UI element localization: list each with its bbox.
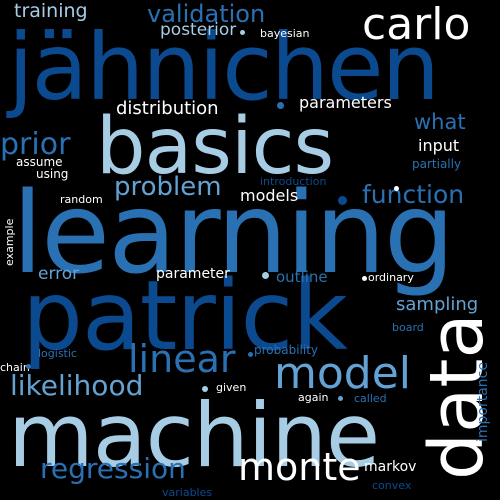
word-regression: regression <box>40 452 186 485</box>
dot-decoration <box>362 276 367 281</box>
dot-decoration <box>248 352 253 357</box>
word-patrick: patrick <box>22 260 348 372</box>
word-convex: convex <box>372 479 412 492</box>
word-monte: monte <box>238 445 361 489</box>
word-parameters: parameters <box>299 93 392 112</box>
dot-decoration <box>26 364 31 369</box>
word-outline: outline <box>276 268 328 286</box>
word-bayesian: bayesian <box>260 27 310 40</box>
word-function: function <box>362 180 465 209</box>
word-assume: assume <box>16 155 63 169</box>
word-chain: chain <box>0 361 30 374</box>
word-model: model <box>274 348 412 399</box>
word-learning: learning <box>12 169 455 299</box>
word-linear: linear <box>128 337 236 381</box>
word-variables: variables <box>162 486 213 499</box>
word-called: called <box>354 392 387 405</box>
word-given: given <box>216 381 247 394</box>
word-parameter: parameter <box>156 266 230 282</box>
word-prior: prior <box>0 127 71 162</box>
word-posterior: posterior <box>160 20 237 40</box>
word-board: board <box>392 321 424 334</box>
word-training: training <box>14 0 88 22</box>
word-models: models <box>240 186 299 205</box>
word-likelihood: likelihood <box>10 369 144 402</box>
dot-decoration <box>338 396 343 401</box>
word-ordinary: ordinary <box>368 271 414 284</box>
word-using: using <box>36 167 69 181</box>
word-importance: importance <box>475 362 491 442</box>
dot-decoration <box>277 102 284 109</box>
dot-decoration <box>262 272 269 279</box>
word-sampling: sampling <box>396 294 479 315</box>
word-carlo: carlo <box>362 0 471 50</box>
word-what: what <box>414 110 466 134</box>
word-logistic: logistic <box>38 347 77 360</box>
word-machine: machine <box>8 384 380 487</box>
word-distribution: distribution <box>116 98 219 119</box>
word-problem: problem <box>114 172 222 202</box>
word-input: input <box>418 136 460 155</box>
dot-decoration <box>240 30 245 35</box>
word-again: again <box>298 391 329 404</box>
word-basics: basics <box>96 102 334 192</box>
word-partially: partially <box>412 157 462 171</box>
word-markov: markov <box>364 459 417 475</box>
word-probability: probability <box>254 343 319 357</box>
word-validation: validation <box>147 0 266 28</box>
word-error: error <box>38 264 80 284</box>
dot-decoration <box>202 386 208 392</box>
word-jahnichen: jähnichen <box>8 14 440 121</box>
word-introduction: introduction <box>260 175 327 188</box>
dot-decoration <box>338 196 347 205</box>
word-random: random <box>60 193 103 206</box>
word-example: example <box>3 218 16 266</box>
dot-decoration <box>394 186 399 191</box>
